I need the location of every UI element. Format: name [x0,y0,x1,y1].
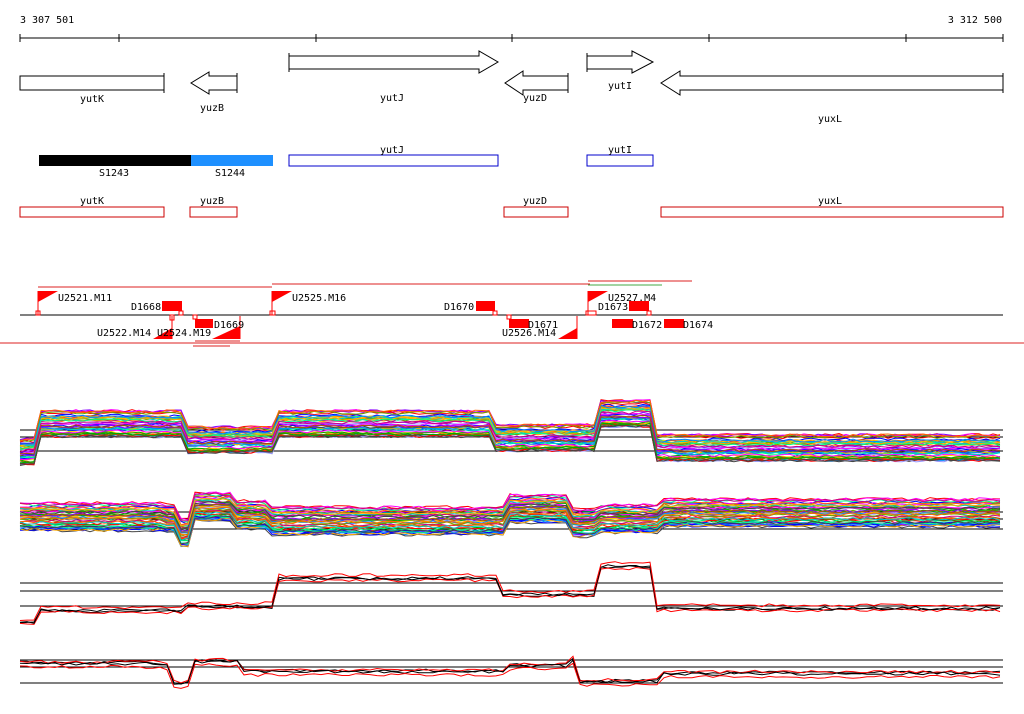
segment-label-S1244: S1244 [215,168,245,179]
gene-arrow-yuzD[interactable]: yuzD [504,70,569,104]
expression-profile-line [19,417,1001,459]
coordinate-end-label: 3 312 500 [948,15,1002,26]
red-annotation-label-yuxL: yuxL [818,196,842,207]
gene-arrow-yutI[interactable]: yutI [586,50,655,92]
gene-label-yuxL: yuxL [818,114,842,125]
segment-bar-S1244[interactable] [191,155,273,166]
expression-profile-line [19,511,1001,541]
segment-row: S1243 S1244 yutJ yutI [39,145,654,179]
expression-profile-line [19,503,1001,532]
expression-profile-line [19,515,1000,545]
expression-profile-line [19,404,1001,445]
gene-arrow-yuxL[interactable]: yuxL [660,70,1004,125]
gene-label-yutK: yutK [80,94,104,105]
downshift-marker-D1674[interactable]: D1674 [664,319,713,331]
upshift-label-U2525-M16: U2525.M16 [292,293,346,304]
gene-arrow-yutJ[interactable]: yutJ [288,50,499,104]
downshift-marker-D1671[interactable]: D1671 [506,314,558,331]
gene-label-yutJ: yutJ [380,93,404,104]
expression-profile-line [19,564,1001,624]
coordinate-ruler: 3 307 501 3 312 500 [19,15,1004,42]
red-annotation-yuxL[interactable] [660,206,1004,218]
expression-track-panel-1 [19,399,1003,466]
expression-track-panel-3 [19,561,1003,625]
expression-profile-line [19,659,1001,685]
red-annotation-label-yuzB: yuzB [200,196,224,207]
shift-feature-row: U2521.M11 U2525.M16 U2527.M4 U2522.M14 U… [0,280,1024,347]
downshift-label-D1670: D1670 [444,302,474,313]
expression-profile-line [19,399,1001,442]
expression-profile-line [19,492,1001,522]
blue-annotation-label-yutJ: yutJ [380,145,404,156]
segment-label-S1243: S1243 [99,168,129,179]
downshift-marker-D1669[interactable]: D1669 [192,314,244,331]
downshift-marker-D1672[interactable]: D1672 [612,319,662,331]
expression-profile-line [19,400,1001,442]
upshift-marker-U2527-M4[interactable]: U2527.M4 [585,291,656,316]
segment-bar-S1243[interactable] [39,155,191,166]
gene-label-yuzD: yuzD [523,93,547,104]
downshift-label-D1672: D1672 [632,320,662,331]
expression-profile-line [19,412,1001,455]
upshift-label-U2521-M11: U2521.M11 [58,293,112,304]
gene-arrow-yutK[interactable]: yutK [19,73,165,105]
blue-annotation-yutI[interactable] [586,154,654,167]
gene-label-yuzB: yuzB [200,103,224,114]
upshift-marker-U2525-M16[interactable]: U2525.M16 [269,291,346,316]
expression-profile-line [19,662,1001,689]
downshift-marker-D1673[interactable]: D1673 [598,301,652,316]
upshift-label-U2524-M19: U2524.M19 [157,328,211,339]
blue-annotation-yutJ[interactable] [288,154,499,167]
red-annotation-yuzB[interactable] [189,206,238,218]
upshift-marker-U2522-M14[interactable]: U2522.M14 [97,314,175,339]
downshift-marker-D1670[interactable]: D1670 [444,301,498,316]
expression-profile-line [19,508,1001,539]
expression-profile-line [19,561,1001,621]
downshift-label-D1668: D1668 [131,302,161,313]
expression-profile-line [19,414,1001,455]
upshift-label-U2526-M14: U2526.M14 [502,328,556,339]
expression-track-panel-2 [19,491,1003,548]
expression-profile-line [19,566,1001,625]
expression-track-panel-4 [19,655,1003,689]
red-annotation-label-yutK: yutK [80,196,104,207]
expression-profile-line [19,501,1001,531]
blue-annotation-label-yutI: yutI [608,145,632,156]
expression-profile-line [19,424,1001,465]
expression-profile-line [19,410,1001,453]
downshift-marker-D1668[interactable]: D1668 [131,301,184,316]
upshift-marker-U2524-M19[interactable]: U2524.M19 [157,316,241,339]
expression-profile-line [19,408,1001,450]
downshift-label-D1671: D1671 [528,320,558,331]
red-annotation-label-yuzD: yuzD [523,196,547,207]
coordinate-start-label: 3 307 501 [20,15,74,26]
red-annotation-yutK[interactable] [19,206,165,218]
gene-arrow-row: yutK yuzB yutJ yuzD yutI yuxL [19,50,1004,125]
expression-profile-line [19,498,1001,527]
expression-profile-line [19,422,1001,464]
upshift-label-U2522-M14: U2522.M14 [97,328,151,339]
downshift-label-D1673: D1673 [598,302,628,313]
red-annotation-row: yutK yuzB yuzD yuxL [19,196,1004,218]
red-annotation-yuzD[interactable] [503,206,569,218]
upshift-marker-U2526-M14[interactable]: U2526.M14 [502,316,578,339]
gene-label-yutI: yutI [608,81,632,92]
downshift-label-D1674: D1674 [683,320,713,331]
expression-profile-line [19,494,1001,525]
upshift-label-U2527-M4: U2527.M4 [608,293,656,304]
gene-arrow-yuzB[interactable]: yuzB [190,71,238,114]
upshift-marker-U2521-M11[interactable]: U2521.M11 [35,291,112,316]
expression-profile-line [19,506,1001,536]
downshift-label-D1669: D1669 [214,320,244,331]
